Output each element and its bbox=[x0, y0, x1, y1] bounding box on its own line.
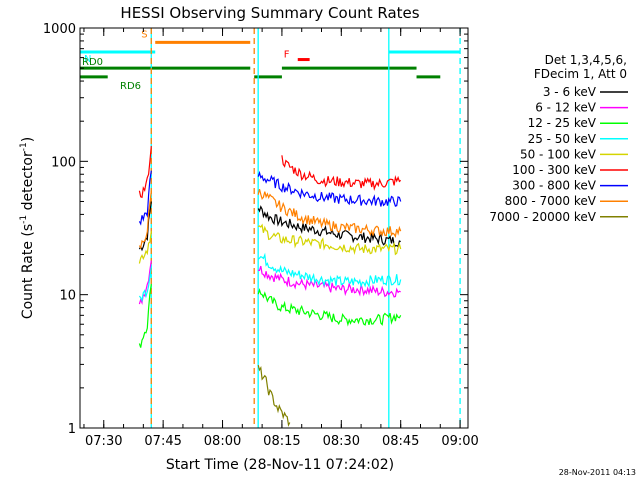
series-line bbox=[138, 170, 152, 226]
series-line bbox=[257, 170, 402, 207]
series-lines bbox=[138, 146, 402, 427]
series-line bbox=[138, 267, 152, 303]
footer-timestamp: 28-Nov-2011 04:13 bbox=[559, 468, 636, 477]
series-line bbox=[138, 231, 152, 264]
flag-label: RD0 bbox=[82, 57, 103, 68]
series-line bbox=[257, 364, 291, 427]
x-tick-label: 08:15 bbox=[263, 434, 300, 449]
x-axis-label: Start Time (28-Nov-11 07:24:02) bbox=[166, 457, 394, 473]
x-tick-label: 08:00 bbox=[204, 434, 241, 449]
y-tick-label: 1 bbox=[68, 422, 76, 437]
legend-label: 300 - 800 keV bbox=[512, 179, 596, 193]
legend-label: 6 - 12 keV bbox=[535, 101, 597, 115]
y-axis-label-close: ) bbox=[20, 137, 36, 142]
legend-label: 25 - 50 keV bbox=[528, 132, 597, 146]
series-line bbox=[258, 265, 401, 298]
series-line bbox=[257, 188, 402, 238]
y-axis-label-rest: detector bbox=[20, 151, 36, 215]
y-axis-label: Count Rate (s-1 detector-1) bbox=[19, 137, 36, 319]
legend-label: 50 - 100 keV bbox=[520, 147, 597, 161]
time-markers bbox=[150, 28, 461, 428]
flag-label: F bbox=[284, 50, 290, 61]
observing-flags: S N F RD0 RD6 bbox=[80, 29, 461, 92]
series-line bbox=[257, 223, 402, 256]
series-line bbox=[257, 205, 401, 248]
series-line bbox=[257, 287, 402, 327]
legend-header-2: FDecim 1, Att 0 bbox=[534, 67, 627, 81]
legend-label: 100 - 300 keV bbox=[512, 163, 596, 177]
series-line bbox=[138, 190, 152, 250]
y-axis-label-sup: -1 bbox=[19, 215, 29, 224]
y-tick-label: 10 bbox=[59, 289, 76, 304]
legend-header-1: Det 1,3,4,5,6, bbox=[545, 53, 627, 67]
y-axis-label-sup2: -1 bbox=[19, 142, 29, 151]
series-line bbox=[138, 146, 152, 199]
legend-label: 800 - 7000 keV bbox=[505, 194, 597, 208]
y-tick-label: 1000 bbox=[43, 22, 76, 37]
flag-label: RD6 bbox=[120, 81, 141, 92]
legend-label: 3 - 6 keV bbox=[543, 85, 597, 99]
plot-frame bbox=[79, 27, 469, 429]
series-line bbox=[257, 252, 402, 289]
legend-label: 7000 - 20000 keV bbox=[489, 210, 596, 224]
x-tick-label: 08:45 bbox=[382, 434, 419, 449]
y-tick-label: 100 bbox=[51, 155, 76, 170]
y-axis: 1 10 100 1000 bbox=[43, 22, 468, 437]
x-tick-label: 07:30 bbox=[85, 434, 122, 449]
legend-label: 12 - 25 keV bbox=[528, 116, 597, 130]
series-line bbox=[281, 155, 402, 191]
x-tick-label: 07:45 bbox=[144, 434, 181, 449]
x-axis: 07:30 07:45 08:00 08:15 08:30 08:45 09:00 bbox=[83, 28, 479, 449]
series-line bbox=[138, 284, 152, 348]
x-tick-label: 09:00 bbox=[441, 434, 478, 449]
x-tick-label: 08:30 bbox=[323, 434, 360, 449]
flag-label: S bbox=[141, 29, 147, 40]
y-axis-label-main: Count Rate (s bbox=[20, 224, 36, 319]
chart-title: HESSI Observing Summary Count Rates bbox=[120, 4, 419, 22]
flag-label: N bbox=[84, 54, 91, 65]
